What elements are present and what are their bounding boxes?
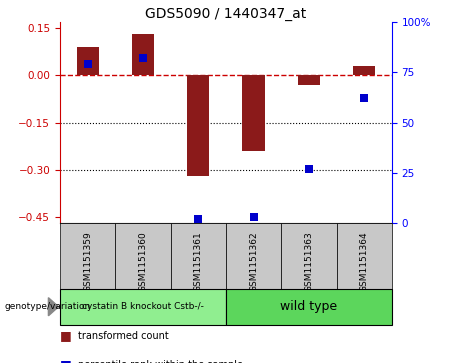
Bar (226, 223, 281, 289)
Text: ■: ■ (60, 329, 71, 342)
Bar (353, 66, 375, 75)
Point (305, 166, 313, 172)
Bar (115, 223, 171, 289)
Bar (187, 75, 209, 176)
Text: GSM1151363: GSM1151363 (304, 231, 313, 292)
Point (361, 95, 368, 101)
Text: GSM1151362: GSM1151362 (249, 231, 258, 292)
Text: cystatin B knockout Cstb-/-: cystatin B knockout Cstb-/- (82, 302, 204, 311)
Bar (226, 289, 392, 325)
Point (250, 214, 257, 220)
Polygon shape (48, 298, 59, 316)
Bar (281, 223, 337, 289)
Text: GSM1151364: GSM1151364 (360, 231, 369, 292)
Text: wild type: wild type (280, 300, 337, 313)
Text: ■: ■ (60, 358, 71, 363)
Bar (132, 34, 154, 75)
Text: GSM1151360: GSM1151360 (138, 231, 148, 292)
Point (139, 55, 147, 61)
Text: transformed count: transformed count (78, 331, 169, 341)
Bar (337, 223, 392, 289)
Point (195, 216, 202, 222)
Point (84, 61, 91, 67)
Text: GSM1151361: GSM1151361 (194, 231, 203, 292)
Bar (298, 75, 320, 85)
Title: GDS5090 / 1440347_at: GDS5090 / 1440347_at (145, 7, 307, 21)
Bar (171, 223, 226, 289)
Bar (242, 75, 265, 151)
Text: genotype/variation: genotype/variation (5, 302, 91, 311)
Text: percentile rank within the sample: percentile rank within the sample (78, 360, 243, 363)
Bar (77, 47, 99, 75)
Text: GSM1151359: GSM1151359 (83, 231, 92, 292)
Bar (60, 223, 115, 289)
Bar (60, 289, 226, 325)
